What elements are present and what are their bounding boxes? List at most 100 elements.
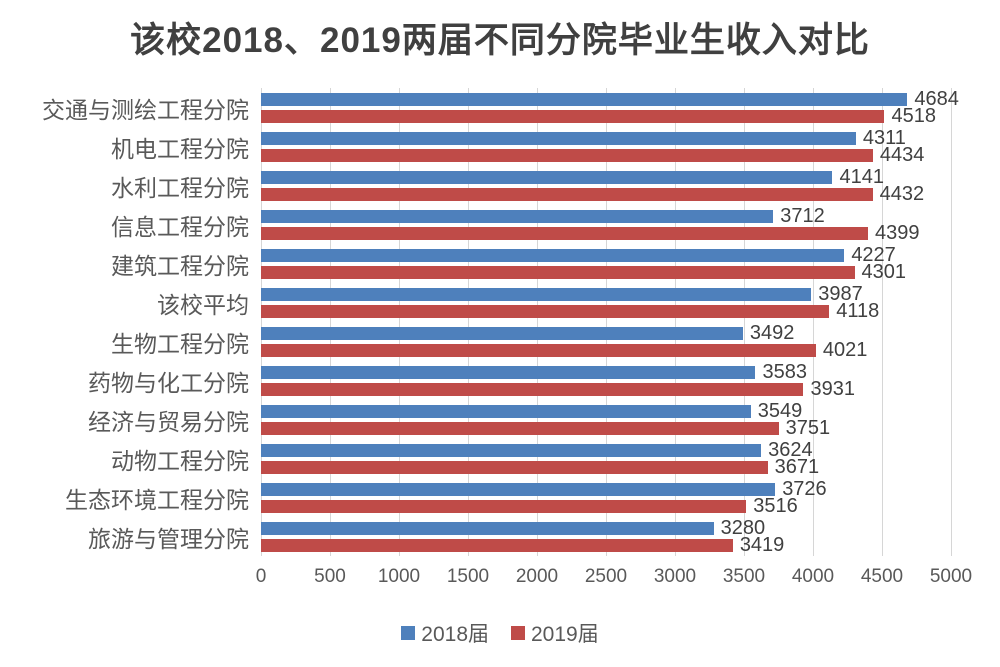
category-label: 交通与测绘工程分院 xyxy=(42,96,249,123)
bar-2018届 xyxy=(261,248,845,262)
legend: 2018届 2019届 xyxy=(0,618,1000,648)
bar-group: 3712 4399 xyxy=(261,205,951,244)
category-label: 生物工程分院 xyxy=(111,330,249,357)
bar-line-2018届: 3280 xyxy=(261,516,951,539)
bar-value-2019届: 4432 xyxy=(879,182,925,205)
bar-2018届 xyxy=(261,131,856,145)
bar-line-2018届: 3492 xyxy=(261,321,951,344)
bar-value-2018届: 4311 xyxy=(862,126,906,149)
bar-2018届 xyxy=(261,404,751,418)
bar-group: 4227 4301 xyxy=(261,244,951,283)
gridline xyxy=(744,88,745,556)
bar-line-2018届: 3726 xyxy=(261,477,951,500)
bar-line-2019届: 4518 xyxy=(261,106,951,126)
x-tick-label: 1500 xyxy=(446,566,490,587)
bar-2018届 xyxy=(261,170,833,184)
bar-value-2019届: 4399 xyxy=(875,221,920,244)
bar-value-2019届: 3931 xyxy=(810,377,855,400)
bar-line-2018届: 3987 xyxy=(261,282,951,305)
bar-group: 3583 3931 xyxy=(261,361,951,400)
bar-line-2019届: 3671 xyxy=(261,455,951,478)
gridline xyxy=(606,88,607,556)
bar-line-2019届: 4434 xyxy=(261,143,951,166)
category-row: 生物工程分院 3492 4021 xyxy=(0,322,1000,361)
category-label: 动物工程分院 xyxy=(111,447,249,474)
legend-item-2018: 2018届 xyxy=(401,618,489,648)
x-tick-label: 2000 xyxy=(515,566,559,587)
category-label: 旅游与管理分院 xyxy=(88,525,249,552)
bar-value-2019届: 3516 xyxy=(753,494,798,517)
bar-line-2019届: 4432 xyxy=(261,182,951,205)
bar-line-2018届: 3583 xyxy=(261,360,951,383)
bar-2018届 xyxy=(261,443,762,457)
bar-line-2019届: 3516 xyxy=(261,494,951,517)
bar-value-2019届: 4434 xyxy=(879,143,925,166)
bar-2018届 xyxy=(261,482,776,496)
gridline xyxy=(330,88,331,556)
category-rows: 交通与测绘工程分院 4684 4518 机电工程分院 4311 4434 水利工程分院 414… xyxy=(0,88,1000,556)
category-row: 交通与测绘工程分院 4684 4518 xyxy=(0,88,1000,127)
bar-line-2019届: 4118 xyxy=(261,299,951,322)
category-row: 机电工程分院 4311 4434 xyxy=(0,127,1000,166)
bar-2019届 xyxy=(261,148,873,162)
bar-value-2018届: 3492 xyxy=(749,321,795,344)
category-row: 生态环境工程分院 3726 3516 xyxy=(0,478,1000,517)
category-row: 水利工程分院 4141 4432 xyxy=(0,166,1000,205)
bar-2018届 xyxy=(261,326,743,340)
category-row: 信息工程分院 3712 4399 xyxy=(0,205,1000,244)
bar-value-2018届: 3549 xyxy=(757,399,803,422)
bar-value-2018届: 3583 xyxy=(762,360,807,383)
category-row: 旅游与管理分院 3280 3419 xyxy=(0,517,1000,556)
category-label: 生态环境工程分院 xyxy=(65,486,249,513)
gridline xyxy=(537,88,538,556)
legend-swatch-2019-icon xyxy=(511,626,525,640)
bar-2019届 xyxy=(261,265,855,279)
chart-title: 该校2018、2019两届不同分院毕业生收入对比 xyxy=(130,21,870,60)
bar-2019届 xyxy=(261,304,830,318)
bar-group: 3280 3419 xyxy=(261,517,951,556)
bar-2019届 xyxy=(261,109,885,123)
legend-label-2018: 2018届 xyxy=(421,623,489,646)
bar-value-2018届: 4227 xyxy=(851,243,896,266)
bar-group: 3726 3516 xyxy=(261,478,951,517)
bar-line-2018届: 4227 xyxy=(261,243,951,266)
gridlines xyxy=(261,88,952,556)
bar-group: 3549 3751 xyxy=(261,400,951,439)
bar-value-2019届: 4301 xyxy=(861,260,907,283)
bar-value-2019届: 3671 xyxy=(774,455,820,478)
bar-value-2018届: 4141 xyxy=(839,165,884,188)
bar-value-2019届: 4021 xyxy=(822,338,868,361)
bar-value-2019届: 3751 xyxy=(785,416,831,439)
category-label: 该校平均 xyxy=(157,291,249,318)
x-tick-label: 2500 xyxy=(584,566,628,587)
bar-value-2018届: 3987 xyxy=(818,282,863,305)
bar-value-2018届: 3624 xyxy=(768,438,813,461)
bar-group: 4141 4432 xyxy=(261,166,951,205)
gridline xyxy=(951,88,952,556)
bar-2019届 xyxy=(261,382,804,396)
category-label: 信息工程分院 xyxy=(111,213,249,240)
bar-2019届 xyxy=(261,499,747,513)
bar-2019届 xyxy=(261,421,779,435)
category-label: 经济与贸易分院 xyxy=(88,408,249,435)
x-axis: 0 500 1000 1500 2000 2500 3000 3500 4000 4500 5000 xyxy=(256,566,972,590)
bar-line-2018届: 4684 xyxy=(261,89,959,109)
category-row: 经济与贸易分院 3549 3751 xyxy=(0,400,1000,439)
bar-2019届 xyxy=(261,460,768,474)
bar-value-2018届: 3280 xyxy=(720,516,766,539)
bar-value-2018届: 3726 xyxy=(782,477,827,500)
bar-2019届 xyxy=(261,538,733,552)
bar-line-2018届: 3624 xyxy=(261,438,951,461)
bar-line-2019届: 4399 xyxy=(261,221,951,244)
gridline xyxy=(675,88,676,556)
bar-value-2019届: 4118 xyxy=(836,299,880,322)
gridline xyxy=(468,88,469,556)
category-label: 建筑工程分院 xyxy=(111,252,249,279)
bar-group: 4684 4518 xyxy=(261,88,959,127)
legend-swatch-2018-icon xyxy=(401,626,416,640)
x-tick-label: 3000 xyxy=(653,566,697,587)
bar-line-2018届: 3712 xyxy=(261,206,951,226)
x-tick-label: 5000 xyxy=(929,566,973,587)
category-row: 该校平均 3987 4118 xyxy=(0,283,1000,322)
category-label: 水利工程分院 xyxy=(111,174,249,201)
